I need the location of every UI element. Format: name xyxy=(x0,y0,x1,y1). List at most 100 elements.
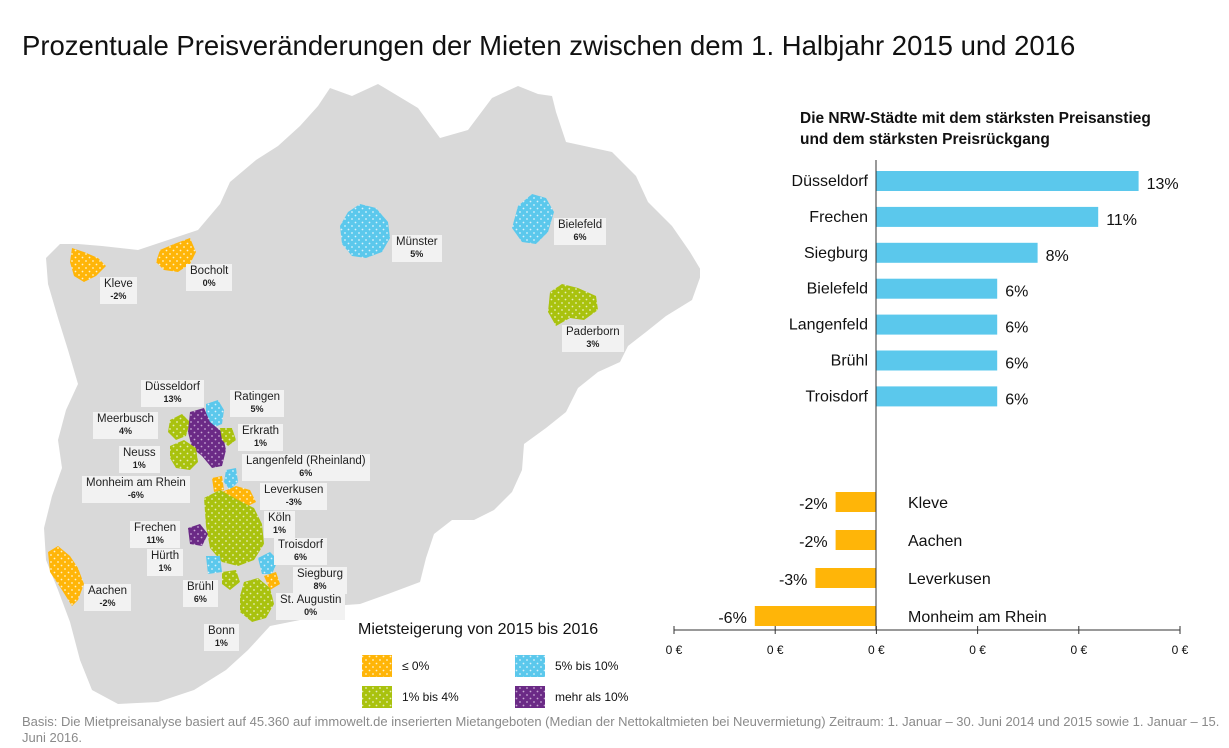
footnote: Basis: Die Mietpreisanalyse basiert auf … xyxy=(22,714,1220,745)
bar-value-label: 6% xyxy=(1005,391,1028,408)
legend-swatch-p5to10 xyxy=(515,655,545,677)
region-bonn xyxy=(240,578,274,622)
region-huerth xyxy=(206,556,222,574)
map-label-value: 11% xyxy=(146,535,164,545)
map-label-value: 1% xyxy=(254,438,268,448)
map-label-name: Brühl xyxy=(187,581,214,593)
bar-increase xyxy=(876,171,1139,191)
map-label-bielefeld: Bielefeld 6% xyxy=(554,218,607,245)
bar-value-label: 6% xyxy=(1005,320,1028,337)
map-label-value: 13% xyxy=(163,394,182,404)
map-label-value: 5% xyxy=(250,404,264,414)
map-label-value: 6% xyxy=(573,232,587,242)
bar-value-label: 6% xyxy=(1005,356,1028,373)
x-axis-tick-label: 0 € xyxy=(868,643,885,657)
map-label-name: Meerbusch xyxy=(97,413,154,425)
region-bocholt xyxy=(156,238,196,272)
map-label-name: Bielefeld xyxy=(558,219,603,231)
legend-swatch-le0 xyxy=(362,655,392,677)
bar-value-label: 8% xyxy=(1046,248,1069,265)
map-label-name: Kleve xyxy=(104,278,133,290)
bar-category-label: Bielefeld xyxy=(807,281,868,298)
bar-category-label: Langenfeld xyxy=(789,317,868,334)
region-erkrath xyxy=(220,428,236,446)
map-label-troisdorf: Troisdorf 6% xyxy=(274,538,327,565)
map-label-value: -6% xyxy=(127,490,144,500)
map-label-value: 6% xyxy=(299,468,313,478)
x-axis-tick-label: 0 € xyxy=(969,643,986,657)
map-label-name: Paderborn xyxy=(566,326,620,338)
bar-category-label: Frechen xyxy=(809,209,868,226)
region-bielefeld xyxy=(512,194,554,244)
map-label-value: 6% xyxy=(193,594,207,604)
bar-value-label: -2% xyxy=(799,496,827,513)
chart-title-line: Die NRW-Städte mit dem stärksten Preisan… xyxy=(800,110,1151,127)
map-label-paderborn: Paderborn 3% xyxy=(562,325,624,352)
map-label-value: 1% xyxy=(214,638,228,648)
map-label-name: Monheim am Rhein xyxy=(86,477,186,489)
map-label-bonn: Bonn 1% xyxy=(204,624,239,651)
legend-swatch-gt10 xyxy=(515,686,545,708)
map-label-ratingen: Ratingen 5% xyxy=(230,390,285,417)
map-label-value: 6% xyxy=(293,552,307,562)
bar-decrease xyxy=(815,568,876,588)
region-muenster xyxy=(340,204,390,258)
map-label-name: Bocholt xyxy=(190,265,229,277)
map-label-name: Leverkusen xyxy=(264,484,324,496)
bar-category-label: Aachen xyxy=(908,533,962,550)
region-ratingen xyxy=(206,400,224,428)
bar-value-label: -3% xyxy=(779,572,807,589)
region-frechen xyxy=(188,524,208,546)
bar-category-label: Düsseldorf xyxy=(792,173,869,190)
bar-increase xyxy=(876,350,998,371)
region-aachen xyxy=(48,546,84,606)
map-label-value: 8% xyxy=(313,581,327,591)
bar-increase xyxy=(876,314,998,335)
map-label-bruehl: Brühl 6% xyxy=(183,580,218,607)
legend-label: 1% bis 4% xyxy=(402,690,459,704)
map-label-duesseldorf: Düsseldorf 13% xyxy=(141,380,204,407)
x-axis-tick-label: 0 € xyxy=(767,643,784,657)
map-label-muenster: Münster 5% xyxy=(392,235,442,262)
map-label-value: -2% xyxy=(99,598,116,608)
legend-label: ≤ 0% xyxy=(402,659,430,673)
legend-swatch-p1to4 xyxy=(362,686,392,708)
bar-category-label: Leverkusen xyxy=(908,571,991,588)
map-label-name: Frechen xyxy=(134,522,177,534)
map-label-name: Hürth xyxy=(151,550,180,562)
map-label-huerth: Hürth 1% xyxy=(147,549,184,576)
region-langenfeld xyxy=(224,468,238,490)
map-label-leverkusen: Leverkusen -3% xyxy=(260,483,328,510)
map-label-value: 5% xyxy=(410,249,424,259)
map-label-meerbusch: Meerbusch 4% xyxy=(93,412,158,439)
region-troisdorf xyxy=(258,552,278,574)
map-label-name: Köln xyxy=(268,512,292,524)
map-label-value: 1% xyxy=(158,563,172,573)
x-axis-tick-label: 0 € xyxy=(1070,643,1087,657)
bar-increase xyxy=(876,278,998,299)
map-label-value: 0% xyxy=(304,607,318,617)
map-label-name: Langenfeld (Rheinland) xyxy=(246,455,366,467)
region-monheim xyxy=(212,476,224,492)
map-label-name: Ratingen xyxy=(234,391,281,403)
legend-label: 5% bis 10% xyxy=(555,659,619,673)
map-label-value: -3% xyxy=(285,497,302,507)
map-label-name: Düsseldorf xyxy=(145,381,200,393)
bar-decrease xyxy=(754,606,876,626)
map-label-value: 1% xyxy=(132,460,146,470)
map-label-langenfeld: Langenfeld (Rheinland) 6% xyxy=(242,454,370,481)
bar-value-label: -6% xyxy=(718,610,746,627)
bar-value-label: 13% xyxy=(1147,176,1179,193)
map-label-name: Bonn xyxy=(208,625,235,637)
map-label-value: 4% xyxy=(118,426,132,436)
region-bruehl xyxy=(222,570,240,590)
legend-title: Mietsteigerung von 2015 bis 2016 xyxy=(358,621,599,638)
bar-category-label: Troisdorf xyxy=(805,388,868,405)
bar-value-label: 11% xyxy=(1106,212,1137,229)
bar-increase xyxy=(876,206,1099,227)
x-axis-tick-label: 0 € xyxy=(666,643,683,657)
map-label-name: Münster xyxy=(396,236,438,248)
bar-decrease xyxy=(835,492,876,512)
map-label-value: -2% xyxy=(110,291,127,301)
